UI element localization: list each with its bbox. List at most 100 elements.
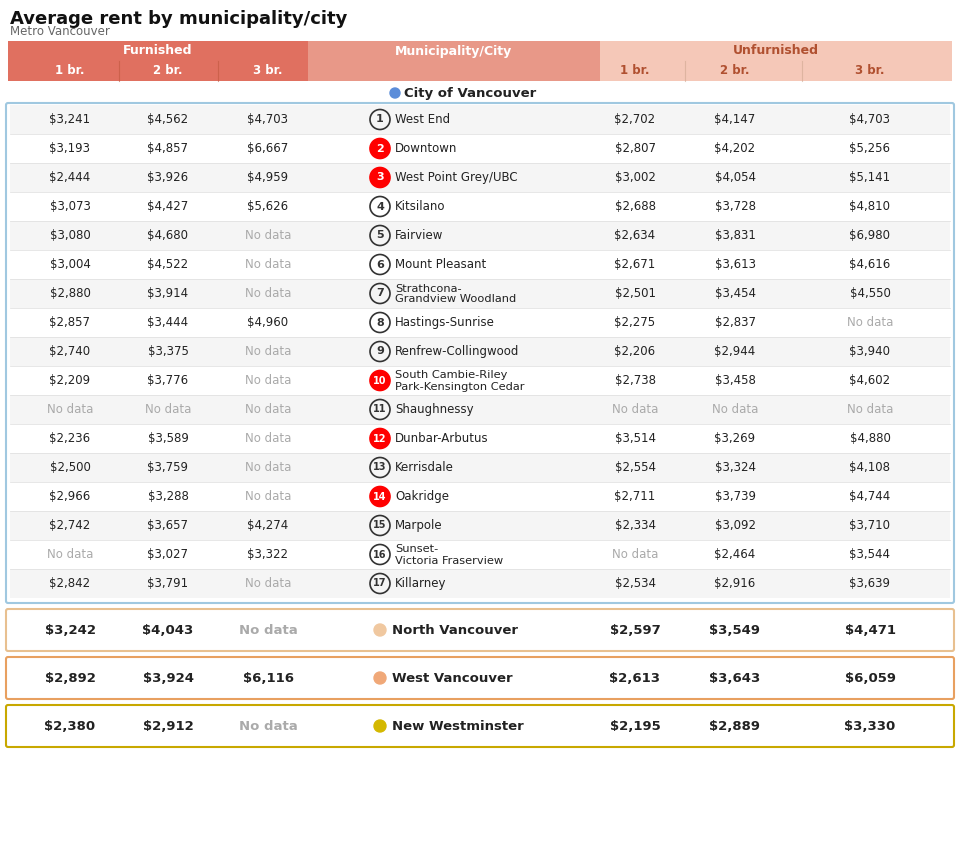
Text: 12: 12: [373, 433, 387, 443]
Text: $4,960: $4,960: [248, 316, 289, 329]
Text: No data: No data: [612, 548, 659, 561]
Circle shape: [390, 88, 400, 98]
Text: $3,092: $3,092: [714, 519, 756, 532]
Text: $2,688: $2,688: [614, 200, 656, 213]
Text: 14: 14: [373, 492, 387, 501]
Text: $3,027: $3,027: [148, 548, 188, 561]
FancyBboxPatch shape: [10, 540, 950, 569]
Text: $2,916: $2,916: [714, 577, 756, 590]
Text: $2,912: $2,912: [143, 720, 193, 733]
FancyBboxPatch shape: [600, 61, 952, 81]
Text: $4,880: $4,880: [850, 432, 891, 445]
Text: $2,444: $2,444: [49, 171, 90, 184]
Text: 7: 7: [376, 288, 384, 299]
Text: Dunbar-Arbutus: Dunbar-Arbutus: [395, 432, 489, 445]
Text: 15: 15: [373, 521, 387, 530]
Text: $3,924: $3,924: [142, 672, 194, 684]
Text: $3,193: $3,193: [50, 142, 90, 155]
Text: $2,554: $2,554: [614, 461, 656, 474]
Text: South Cambie-Riley: South Cambie-Riley: [395, 370, 508, 381]
FancyBboxPatch shape: [10, 192, 950, 221]
Text: $3,776: $3,776: [148, 374, 188, 387]
Text: $3,613: $3,613: [714, 258, 756, 271]
Text: West Point Grey/UBC: West Point Grey/UBC: [395, 171, 517, 184]
Text: $3,454: $3,454: [714, 287, 756, 300]
FancyBboxPatch shape: [10, 395, 950, 424]
Text: $3,375: $3,375: [148, 345, 188, 358]
Text: Unfurnished: Unfurnished: [733, 45, 819, 58]
Text: $3,242: $3,242: [44, 623, 95, 636]
Text: $3,791: $3,791: [148, 577, 188, 590]
Text: $3,639: $3,639: [850, 577, 891, 590]
Text: $4,857: $4,857: [148, 142, 188, 155]
Text: West End: West End: [395, 113, 450, 126]
FancyBboxPatch shape: [600, 41, 952, 61]
FancyBboxPatch shape: [10, 366, 950, 395]
Text: 5: 5: [376, 231, 384, 240]
Text: $2,671: $2,671: [614, 258, 656, 271]
Text: $3,002: $3,002: [614, 171, 656, 184]
Text: Killarney: Killarney: [395, 577, 446, 590]
Text: 6: 6: [376, 259, 384, 269]
Text: $2,209: $2,209: [49, 374, 90, 387]
FancyBboxPatch shape: [10, 511, 950, 540]
Text: Kitsilano: Kitsilano: [395, 200, 445, 213]
Circle shape: [370, 429, 390, 449]
Text: $2,236: $2,236: [49, 432, 90, 445]
Text: $3,589: $3,589: [148, 432, 188, 445]
Text: No data: No data: [245, 258, 291, 271]
Text: $4,550: $4,550: [850, 287, 891, 300]
Text: $5,256: $5,256: [850, 142, 891, 155]
Text: $4,043: $4,043: [142, 623, 194, 636]
Text: $2,702: $2,702: [614, 113, 656, 126]
Text: Park-Kensington Cedar: Park-Kensington Cedar: [395, 381, 524, 392]
Text: Sunset-: Sunset-: [395, 544, 439, 554]
Text: No data: No data: [847, 316, 893, 329]
Text: Victoria Fraserview: Victoria Fraserview: [395, 555, 503, 566]
Circle shape: [370, 370, 390, 391]
Text: Hastings-Sunrise: Hastings-Sunrise: [395, 316, 494, 329]
FancyBboxPatch shape: [10, 424, 950, 453]
FancyBboxPatch shape: [10, 569, 950, 598]
Text: Kerrisdale: Kerrisdale: [395, 461, 454, 474]
Text: City of Vancouver: City of Vancouver: [404, 86, 537, 100]
Text: 10: 10: [373, 375, 387, 386]
Text: $3,073: $3,073: [50, 200, 90, 213]
Circle shape: [374, 672, 386, 684]
Text: $4,744: $4,744: [850, 490, 891, 503]
Text: $3,004: $3,004: [50, 258, 90, 271]
Text: $3,831: $3,831: [714, 229, 756, 242]
Text: $3,739: $3,739: [714, 490, 756, 503]
FancyBboxPatch shape: [10, 163, 950, 192]
Text: 13: 13: [373, 462, 387, 473]
Text: $4,562: $4,562: [148, 113, 188, 126]
FancyBboxPatch shape: [10, 337, 950, 366]
Text: $3,710: $3,710: [850, 519, 891, 532]
Text: $4,522: $4,522: [148, 258, 188, 271]
Text: $4,703: $4,703: [248, 113, 289, 126]
Text: $2,501: $2,501: [614, 287, 656, 300]
FancyBboxPatch shape: [10, 482, 950, 511]
Text: Downtown: Downtown: [395, 142, 457, 155]
Text: $4,274: $4,274: [248, 519, 289, 532]
FancyBboxPatch shape: [308, 41, 600, 61]
Text: 3: 3: [376, 172, 384, 183]
Text: $3,322: $3,322: [248, 548, 289, 561]
Text: $4,202: $4,202: [714, 142, 756, 155]
Text: $4,959: $4,959: [248, 171, 289, 184]
Text: $3,926: $3,926: [148, 171, 188, 184]
FancyBboxPatch shape: [308, 61, 600, 81]
Circle shape: [370, 139, 390, 158]
FancyBboxPatch shape: [10, 134, 950, 163]
FancyBboxPatch shape: [10, 453, 950, 482]
Text: 1 br.: 1 br.: [620, 65, 650, 77]
Text: $6,667: $6,667: [248, 142, 289, 155]
Text: Marpole: Marpole: [395, 519, 443, 532]
Text: Grandview Woodland: Grandview Woodland: [395, 294, 516, 305]
Text: $2,464: $2,464: [714, 548, 756, 561]
Text: Strathcona-: Strathcona-: [395, 283, 462, 294]
Text: 17: 17: [373, 579, 387, 589]
Text: $4,810: $4,810: [850, 200, 891, 213]
Text: $4,108: $4,108: [850, 461, 891, 474]
Text: No data: No data: [239, 720, 298, 733]
